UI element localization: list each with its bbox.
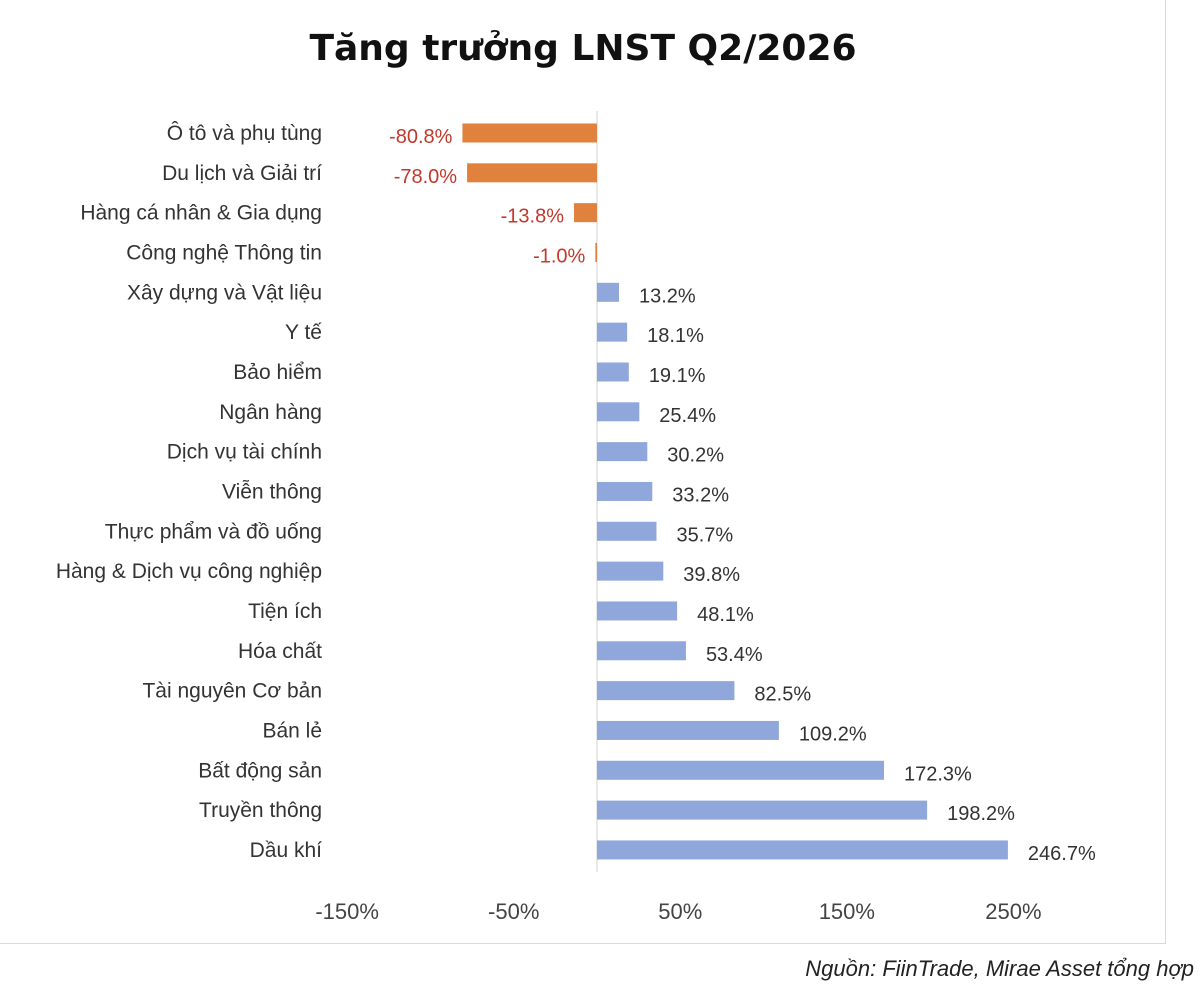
data-label: 48.1%: [697, 604, 754, 626]
x-tick-label: 50%: [658, 899, 702, 924]
data-label: 13.2%: [639, 285, 696, 307]
data-label: -78.0%: [394, 166, 458, 188]
category-label: Tài nguyên Cơ bản: [142, 680, 322, 703]
category-label: Y tế: [285, 321, 322, 344]
category-label: Hàng cá nhân & Gia dụng: [80, 202, 322, 225]
x-tick-label: -50%: [488, 899, 539, 924]
data-label: 33.2%: [672, 484, 729, 506]
category-label: Viễn thông: [222, 480, 322, 503]
data-label: 82.5%: [754, 684, 811, 706]
bar: [597, 282, 619, 302]
category-label: Dầu khí: [250, 839, 323, 862]
category-label: Bán lẻ: [262, 719, 322, 742]
category-label: Thực phẩm và đồ uống: [105, 520, 322, 543]
data-label: -1.0%: [533, 245, 585, 267]
bar: [597, 561, 664, 581]
bar: [597, 681, 735, 701]
x-tick-label: 150%: [819, 899, 875, 924]
category-label: Hóa chất: [238, 640, 322, 663]
bar: [595, 242, 597, 262]
bar: [597, 521, 657, 541]
data-label: 109.2%: [799, 723, 867, 745]
bar: [597, 840, 1008, 860]
data-label: 246.7%: [1028, 843, 1096, 865]
category-label: Du lịch và Giải trí: [162, 162, 322, 185]
bar: [597, 601, 678, 621]
bar: [597, 481, 653, 501]
data-label: 25.4%: [659, 405, 716, 427]
source-note: Nguồn: FiinTrade, Mirae Asset tổng hợp: [805, 956, 1194, 981]
data-label: 19.1%: [649, 365, 706, 387]
bar: [597, 322, 628, 342]
bar: [462, 123, 597, 143]
data-label: 172.3%: [904, 763, 972, 785]
data-label: 30.2%: [667, 445, 724, 467]
category-label: Ngân hàng: [219, 401, 322, 424]
bar: [574, 203, 597, 223]
chart-title: Tăng trưởng LNST Q2/2026: [309, 28, 857, 69]
category-label: Bảo hiểm: [233, 361, 322, 384]
data-label: 198.2%: [947, 803, 1015, 825]
bar: [597, 720, 779, 740]
data-label: -80.8%: [389, 126, 453, 148]
data-label: -13.8%: [501, 206, 565, 228]
x-tick-label: -150%: [315, 899, 379, 924]
data-label: 39.8%: [683, 564, 740, 586]
category-label: Truyền thông: [199, 799, 322, 822]
category-label: Bất động sản: [198, 759, 322, 782]
bar: [597, 402, 640, 422]
category-label: Công nghệ Thông tin: [126, 241, 322, 264]
data-label: 18.1%: [647, 325, 704, 347]
category-label: Hàng & Dịch vụ công nghiệp: [56, 560, 322, 583]
x-tick-label: 250%: [985, 899, 1041, 924]
bar: [597, 442, 648, 462]
data-label: 53.4%: [706, 644, 763, 666]
chart-frame: [0, 0, 1166, 944]
bar: [597, 362, 629, 382]
data-label: 35.7%: [676, 524, 733, 546]
bar: [467, 163, 597, 183]
category-label: Xây dựng và Vật liệu: [127, 281, 322, 304]
category-label: Tiện ích: [248, 600, 322, 623]
category-label: Dịch vụ tài chính: [167, 441, 322, 464]
bar: [597, 760, 884, 780]
bar: [597, 641, 686, 661]
category-label: Ô tô và phụ tùng: [167, 122, 322, 145]
bar: [597, 800, 928, 820]
